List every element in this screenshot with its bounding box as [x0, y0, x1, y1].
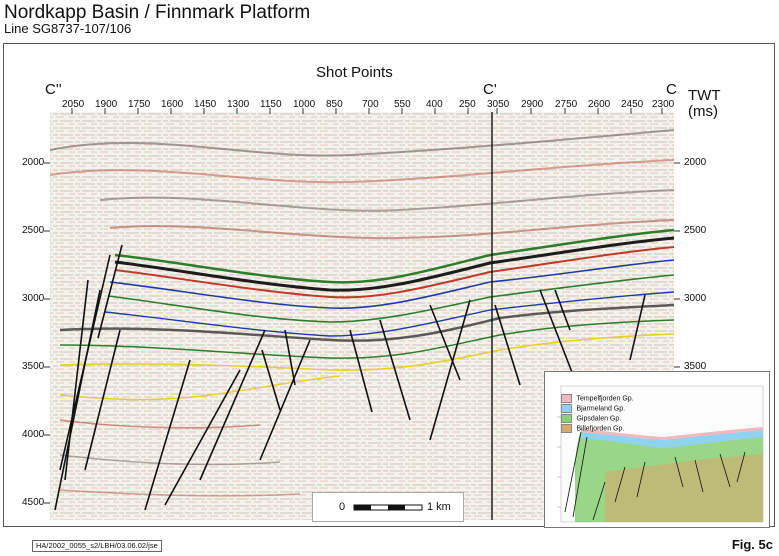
inset-interpretation: Tempelfjorden Gp. Bjarmeland Gp. Gipsdal…: [544, 371, 770, 528]
scale-bar-graphic: [353, 504, 423, 511]
footer-reference: HA/2002_0055_s2/LBH/03.06.02/jse: [32, 540, 162, 552]
legend-label: Gipsdalen Gp.: [576, 415, 622, 423]
marker-c-prime: C': [483, 81, 497, 98]
twt-tick-label: 3000: [22, 293, 45, 304]
legend-label: Bjarmeland Gp.: [576, 405, 626, 413]
shot-point-label: 400: [426, 99, 443, 110]
marker-c-double-prime: C'': [45, 81, 62, 98]
inset-legend: Tempelfjorden Gp. Bjarmeland Gp. Gipsdal…: [561, 390, 634, 434]
shot-point-label: 250: [459, 99, 476, 110]
legend-item: Bjarmeland Gp.: [561, 400, 634, 414]
shot-point-label: 850: [326, 99, 343, 110]
shot-point-label: 1900: [95, 99, 118, 110]
legend-item: Tempelfjorden Gp.: [561, 390, 634, 404]
legend-label: Billefjorden Gp.: [576, 425, 625, 433]
twt-tick-label: 2500: [684, 225, 707, 236]
twt-tick-label: 3000: [684, 293, 707, 304]
twt-tick-label: 4500: [22, 497, 45, 508]
shot-point-label: 3050: [487, 99, 510, 110]
figure-subtitle: Line SG8737-107/106: [4, 21, 132, 36]
shot-point-label: 1000: [293, 99, 316, 110]
fault-lines: [54, 244, 646, 511]
shot-point-label: 1300: [227, 99, 250, 110]
shot-point-label: 700: [362, 99, 379, 110]
twt-tick-label: 2000: [684, 157, 707, 168]
marker-c: C: [666, 81, 677, 98]
figure-label: Fig. 5c: [731, 537, 773, 552]
twt-tick-label: 3500: [22, 361, 45, 372]
left-axis-ticks: [44, 162, 50, 504]
shot-point-label: 2300: [652, 99, 675, 110]
twt-label: TWT: [688, 87, 721, 104]
twt-tick-label: 3500: [684, 361, 707, 372]
seismic-reflectors: [50, 129, 674, 497]
legend-swatch: [561, 394, 572, 404]
shot-point-label: 2750: [555, 99, 578, 110]
twt-unit-label: (ms): [688, 103, 718, 120]
scale-bar: 0 1 km: [312, 492, 464, 522]
twt-tick-label: 4000: [22, 429, 45, 440]
shot-point-label: 2600: [588, 99, 611, 110]
shot-points-label: Shot Points: [316, 64, 393, 81]
top-axis-ticks: [71, 108, 663, 114]
legend-label: Tempelfjorden Gp.: [576, 395, 634, 403]
legend-swatch: [561, 424, 572, 434]
scale-bar-end: 1 km: [427, 501, 451, 513]
figure-title: Nordkapp Basin / Finnmark Platform: [4, 2, 311, 23]
figure-frame: [3, 43, 775, 527]
right-axis-ticks: [674, 162, 680, 368]
scale-bar-start: 0: [339, 501, 346, 513]
inset-diagram-svg: [557, 385, 764, 523]
shot-point-label: 550: [394, 99, 411, 110]
twt-tick-label: 2500: [22, 225, 45, 236]
shot-point-label: 2900: [521, 99, 544, 110]
shot-point-label: 1150: [260, 99, 282, 110]
legend-item: Billefjorden Gp.: [561, 420, 634, 434]
legend-item: Gipsdalen Gp.: [561, 410, 634, 424]
shot-point-label: 1600: [161, 99, 184, 110]
shot-point-label: 1450: [194, 99, 217, 110]
shot-point-label: 2450: [621, 99, 644, 110]
shot-point-label: 1750: [128, 99, 151, 110]
shot-point-label: 2050: [62, 99, 85, 110]
twt-tick-label: 2000: [22, 157, 45, 168]
